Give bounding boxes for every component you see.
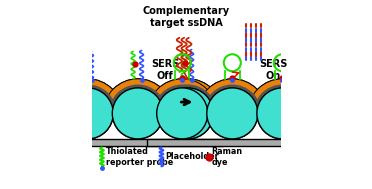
Wedge shape <box>153 84 211 113</box>
Text: Placeholder: Placeholder <box>165 152 219 161</box>
Circle shape <box>157 88 208 139</box>
Wedge shape <box>148 79 217 113</box>
Circle shape <box>112 88 163 139</box>
Circle shape <box>112 88 163 139</box>
Bar <box>52 139 223 146</box>
Wedge shape <box>53 79 122 113</box>
Circle shape <box>207 88 258 139</box>
Wedge shape <box>59 84 117 113</box>
Circle shape <box>62 88 113 139</box>
Wedge shape <box>248 79 317 113</box>
Wedge shape <box>253 84 311 113</box>
Wedge shape <box>248 79 317 113</box>
Text: Thiolated
reporter probe: Thiolated reporter probe <box>106 147 173 167</box>
Text: SERS
Off: SERS Off <box>151 59 179 81</box>
Circle shape <box>257 88 308 139</box>
Wedge shape <box>198 79 267 113</box>
Circle shape <box>162 88 214 139</box>
Wedge shape <box>103 79 172 113</box>
Wedge shape <box>153 79 222 113</box>
Text: Complementary
target ssDNA: Complementary target ssDNA <box>142 6 230 28</box>
Circle shape <box>257 88 308 139</box>
Wedge shape <box>159 84 217 113</box>
Wedge shape <box>103 79 172 113</box>
Circle shape <box>157 88 208 139</box>
Wedge shape <box>148 79 217 113</box>
Wedge shape <box>153 79 222 113</box>
Wedge shape <box>198 79 267 113</box>
Circle shape <box>162 88 214 139</box>
Circle shape <box>207 88 258 139</box>
Text: SERS
On: SERS On <box>259 59 287 81</box>
Circle shape <box>162 88 214 139</box>
Circle shape <box>257 88 308 139</box>
Circle shape <box>62 88 113 139</box>
Circle shape <box>157 88 208 139</box>
Circle shape <box>207 88 258 139</box>
Wedge shape <box>203 84 261 113</box>
Circle shape <box>112 88 163 139</box>
Text: Raman
dye: Raman dye <box>212 147 243 167</box>
Circle shape <box>62 88 113 139</box>
Wedge shape <box>53 79 122 113</box>
Wedge shape <box>109 84 167 113</box>
Bar <box>147 139 318 146</box>
